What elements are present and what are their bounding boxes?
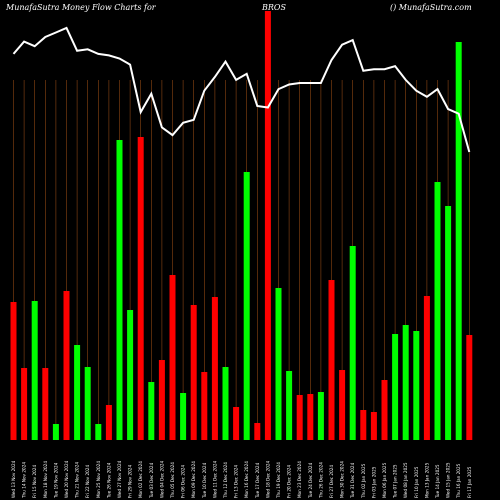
money-flow-bar (445, 206, 452, 440)
x-tick-label: Thu 14 Nov 2024 (22, 462, 27, 499)
x-tick-label: Mon 13 Jan 2025 (424, 462, 429, 498)
x-tick-label: Thu 12 Dec 2024 (223, 462, 228, 499)
money-flow-bar (286, 371, 293, 440)
money-flow-bar (328, 280, 335, 440)
money-flow-bar (52, 424, 59, 440)
x-tick-label: Fri 13 Dec 2024 (234, 465, 239, 498)
x-tick-label: Tue 07 Jan 2025 (393, 464, 398, 499)
x-tick-label: Mon 25 Nov 2024 (96, 461, 101, 498)
x-tick-label: Fri 06 Dec 2024 (181, 465, 186, 498)
x-tick-label: Fri 15 Nov 2024 (32, 465, 37, 498)
x-tick-label: Thu 19 Dec 2024 (276, 462, 281, 499)
x-tick-label: Tue 17 Dec 2024 (255, 462, 260, 499)
money-flow-bar (201, 372, 208, 440)
x-tick-label: Mon 16 Dec 2024 (244, 461, 249, 498)
x-tick-label: Thu 26 Dec 2024 (318, 462, 323, 499)
x-tick-label: Wed 04 Dec 2024 (159, 460, 164, 498)
x-tick-label: Mon 30 Dec 2024 (340, 461, 345, 498)
x-tick-label: Tue 24 Dec 2024 (308, 462, 313, 499)
x-tick-label: Tue 10 Dec 2024 (202, 462, 207, 499)
money-flow-bar (42, 368, 49, 440)
money-flow-bar (317, 392, 324, 440)
money-flow-bar (296, 395, 303, 440)
money-flow-bar (349, 246, 356, 440)
money-flow-bar (190, 305, 197, 440)
x-tick-label: Wed 20 Nov 2024 (64, 460, 69, 498)
money-flow-bar (423, 296, 430, 440)
x-tick-label: Mon 09 Dec 2024 (191, 461, 196, 498)
x-tick-label: Fri 10 Jan 2025 (414, 466, 419, 498)
x-tick-label: Wed 15 Jan 2025 (446, 462, 451, 498)
money-flow-bar (74, 345, 81, 440)
x-tick-label: Tue 03 Dec 2024 (149, 462, 154, 499)
x-tick-label: Tue 26 Nov 2024 (106, 462, 111, 499)
money-flow-bar (254, 423, 261, 440)
money-flow-bar (10, 302, 17, 440)
money-flow-bar (169, 275, 176, 440)
money-flow-bar (360, 410, 367, 440)
money-flow-bar (84, 367, 91, 440)
x-tick-label: Fri 03 Jan 2025 (371, 466, 376, 498)
money-flow-bar (116, 140, 123, 440)
money-flow-bar (158, 360, 165, 440)
x-tick-label: Thu 02 Jan 2025 (361, 463, 366, 499)
x-tick-label: Wed 13 Nov 2024 (11, 460, 16, 498)
x-tick-label: Thu 05 Dec 2024 (170, 462, 175, 499)
x-tick-label: Wed 08 Jan 2025 (403, 462, 408, 498)
x-tick-label: Fri 17 Jan 2025 (467, 466, 472, 498)
money-flow-bar (31, 301, 38, 440)
money-flow-bar (370, 412, 377, 440)
x-tick-label: Mon 02 Dec 2024 (138, 461, 143, 498)
x-tick-label: Wed 11 Dec 2024 (212, 460, 217, 498)
money-flow-bar (413, 331, 420, 440)
x-tick-label: Fri 22 Nov 2024 (85, 465, 90, 498)
x-tick-label: Tue 14 Jan 2025 (435, 464, 440, 499)
money-flow-bar (381, 380, 388, 440)
money-flow-bar (233, 407, 240, 440)
x-tick-label: Wed 18 Dec 2024 (265, 460, 270, 498)
money-flow-bar (63, 291, 70, 440)
chart-header-right: () MunafaSutra.com (390, 3, 472, 12)
money-flow-bar (434, 182, 441, 440)
money-flow-bar (243, 172, 250, 440)
money-flow-bar (392, 334, 399, 440)
money-flow-bar (148, 382, 155, 440)
money-flow-bar (105, 405, 112, 440)
money-flow-bar (180, 393, 187, 440)
money-flow-bar (222, 367, 229, 440)
money-flow-bar (275, 288, 282, 440)
x-tick-label: Fri 29 Nov 2024 (128, 465, 133, 498)
money-flow-bar (455, 42, 462, 440)
money-flow-bar (402, 325, 409, 440)
x-tick-label: Mon 06 Jan 2025 (382, 462, 387, 498)
x-tick-label: Mon 23 Dec 2024 (297, 461, 302, 498)
money-flow-bar (211, 297, 218, 440)
x-tick-label: Thu 21 Nov 2024 (75, 462, 80, 499)
x-tick-label: Thu 16 Jan 2025 (456, 463, 461, 499)
money-flow-bar (339, 370, 346, 440)
money-flow-bar (264, 11, 271, 440)
money-flow-bar (137, 137, 144, 440)
x-tick-label: Mon 18 Nov 2024 (43, 461, 48, 498)
x-tick-label: Tue 31 Dec 2024 (350, 462, 355, 499)
money-flow-bar (127, 310, 134, 440)
money-flow-bar (466, 335, 473, 440)
money-flow-bar (95, 424, 102, 440)
money-flow-bar (307, 394, 314, 440)
x-tick-label: Fri 27 Dec 2024 (329, 465, 334, 498)
money-flow-bar (21, 368, 28, 440)
chart-header-left: MunafaSutra Money Flow Charts for (6, 3, 156, 12)
chart-header-symbol: BROS (262, 3, 286, 12)
x-tick-label: Fri 20 Dec 2024 (287, 465, 292, 498)
trend-line (12, 26, 471, 153)
x-tick-label: Wed 27 Nov 2024 (117, 460, 122, 498)
x-tick-label: Tue 19 Nov 2024 (53, 462, 58, 499)
